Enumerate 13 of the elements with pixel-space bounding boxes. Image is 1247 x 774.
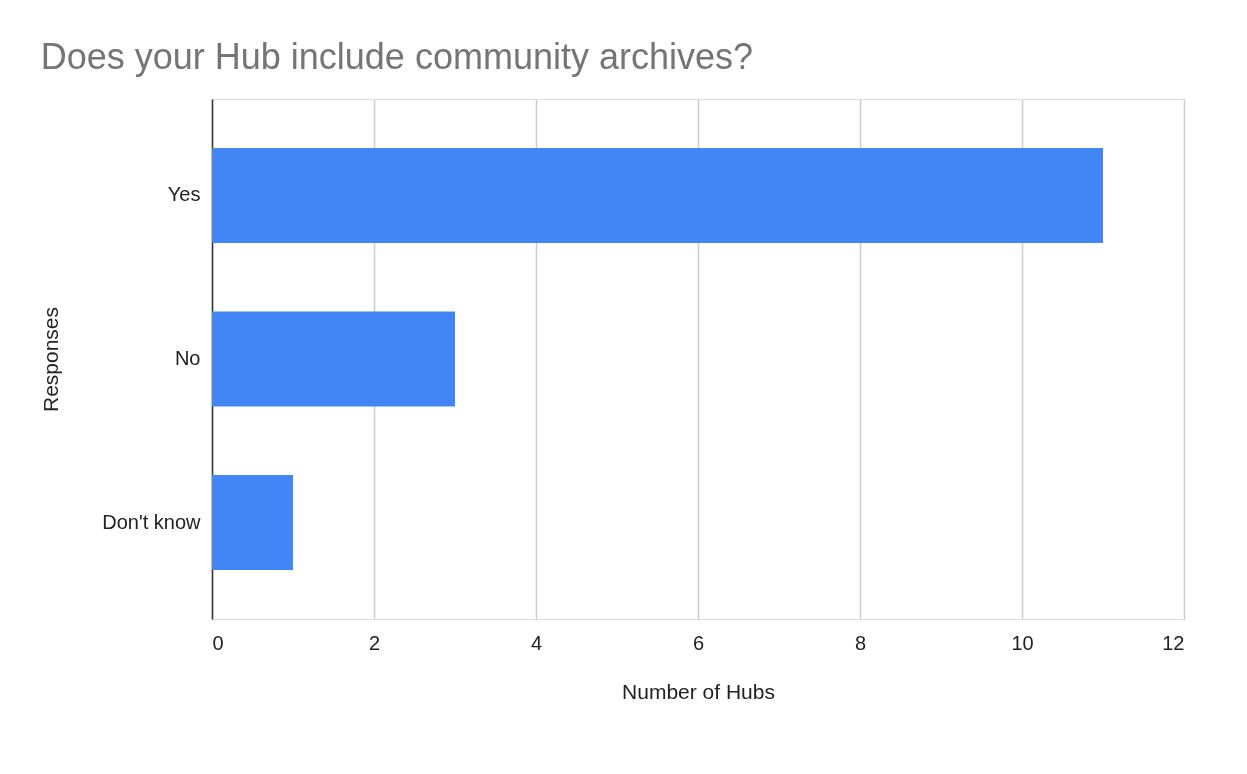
y-tick-label: No <box>174 347 201 369</box>
x-tick-label: 12 <box>1162 631 1185 654</box>
x-tick-label: 2 <box>368 631 381 654</box>
x-axis-title: Number of Hubs <box>622 679 775 703</box>
y-axis-title: Responses <box>39 306 63 413</box>
x-tick-label: 4 <box>530 631 543 654</box>
y-tick-label: Don't know <box>102 510 202 533</box>
y-tick-label: Yes <box>167 183 201 206</box>
x-tick-label: 0 <box>212 631 224 654</box>
chart-title: Does your Hub include community archives? <box>40 36 754 77</box>
x-tick-label: 6 <box>692 631 705 654</box>
x-tick-label: 10 <box>1011 631 1034 654</box>
x-tick-label: 8 <box>854 631 867 654</box>
